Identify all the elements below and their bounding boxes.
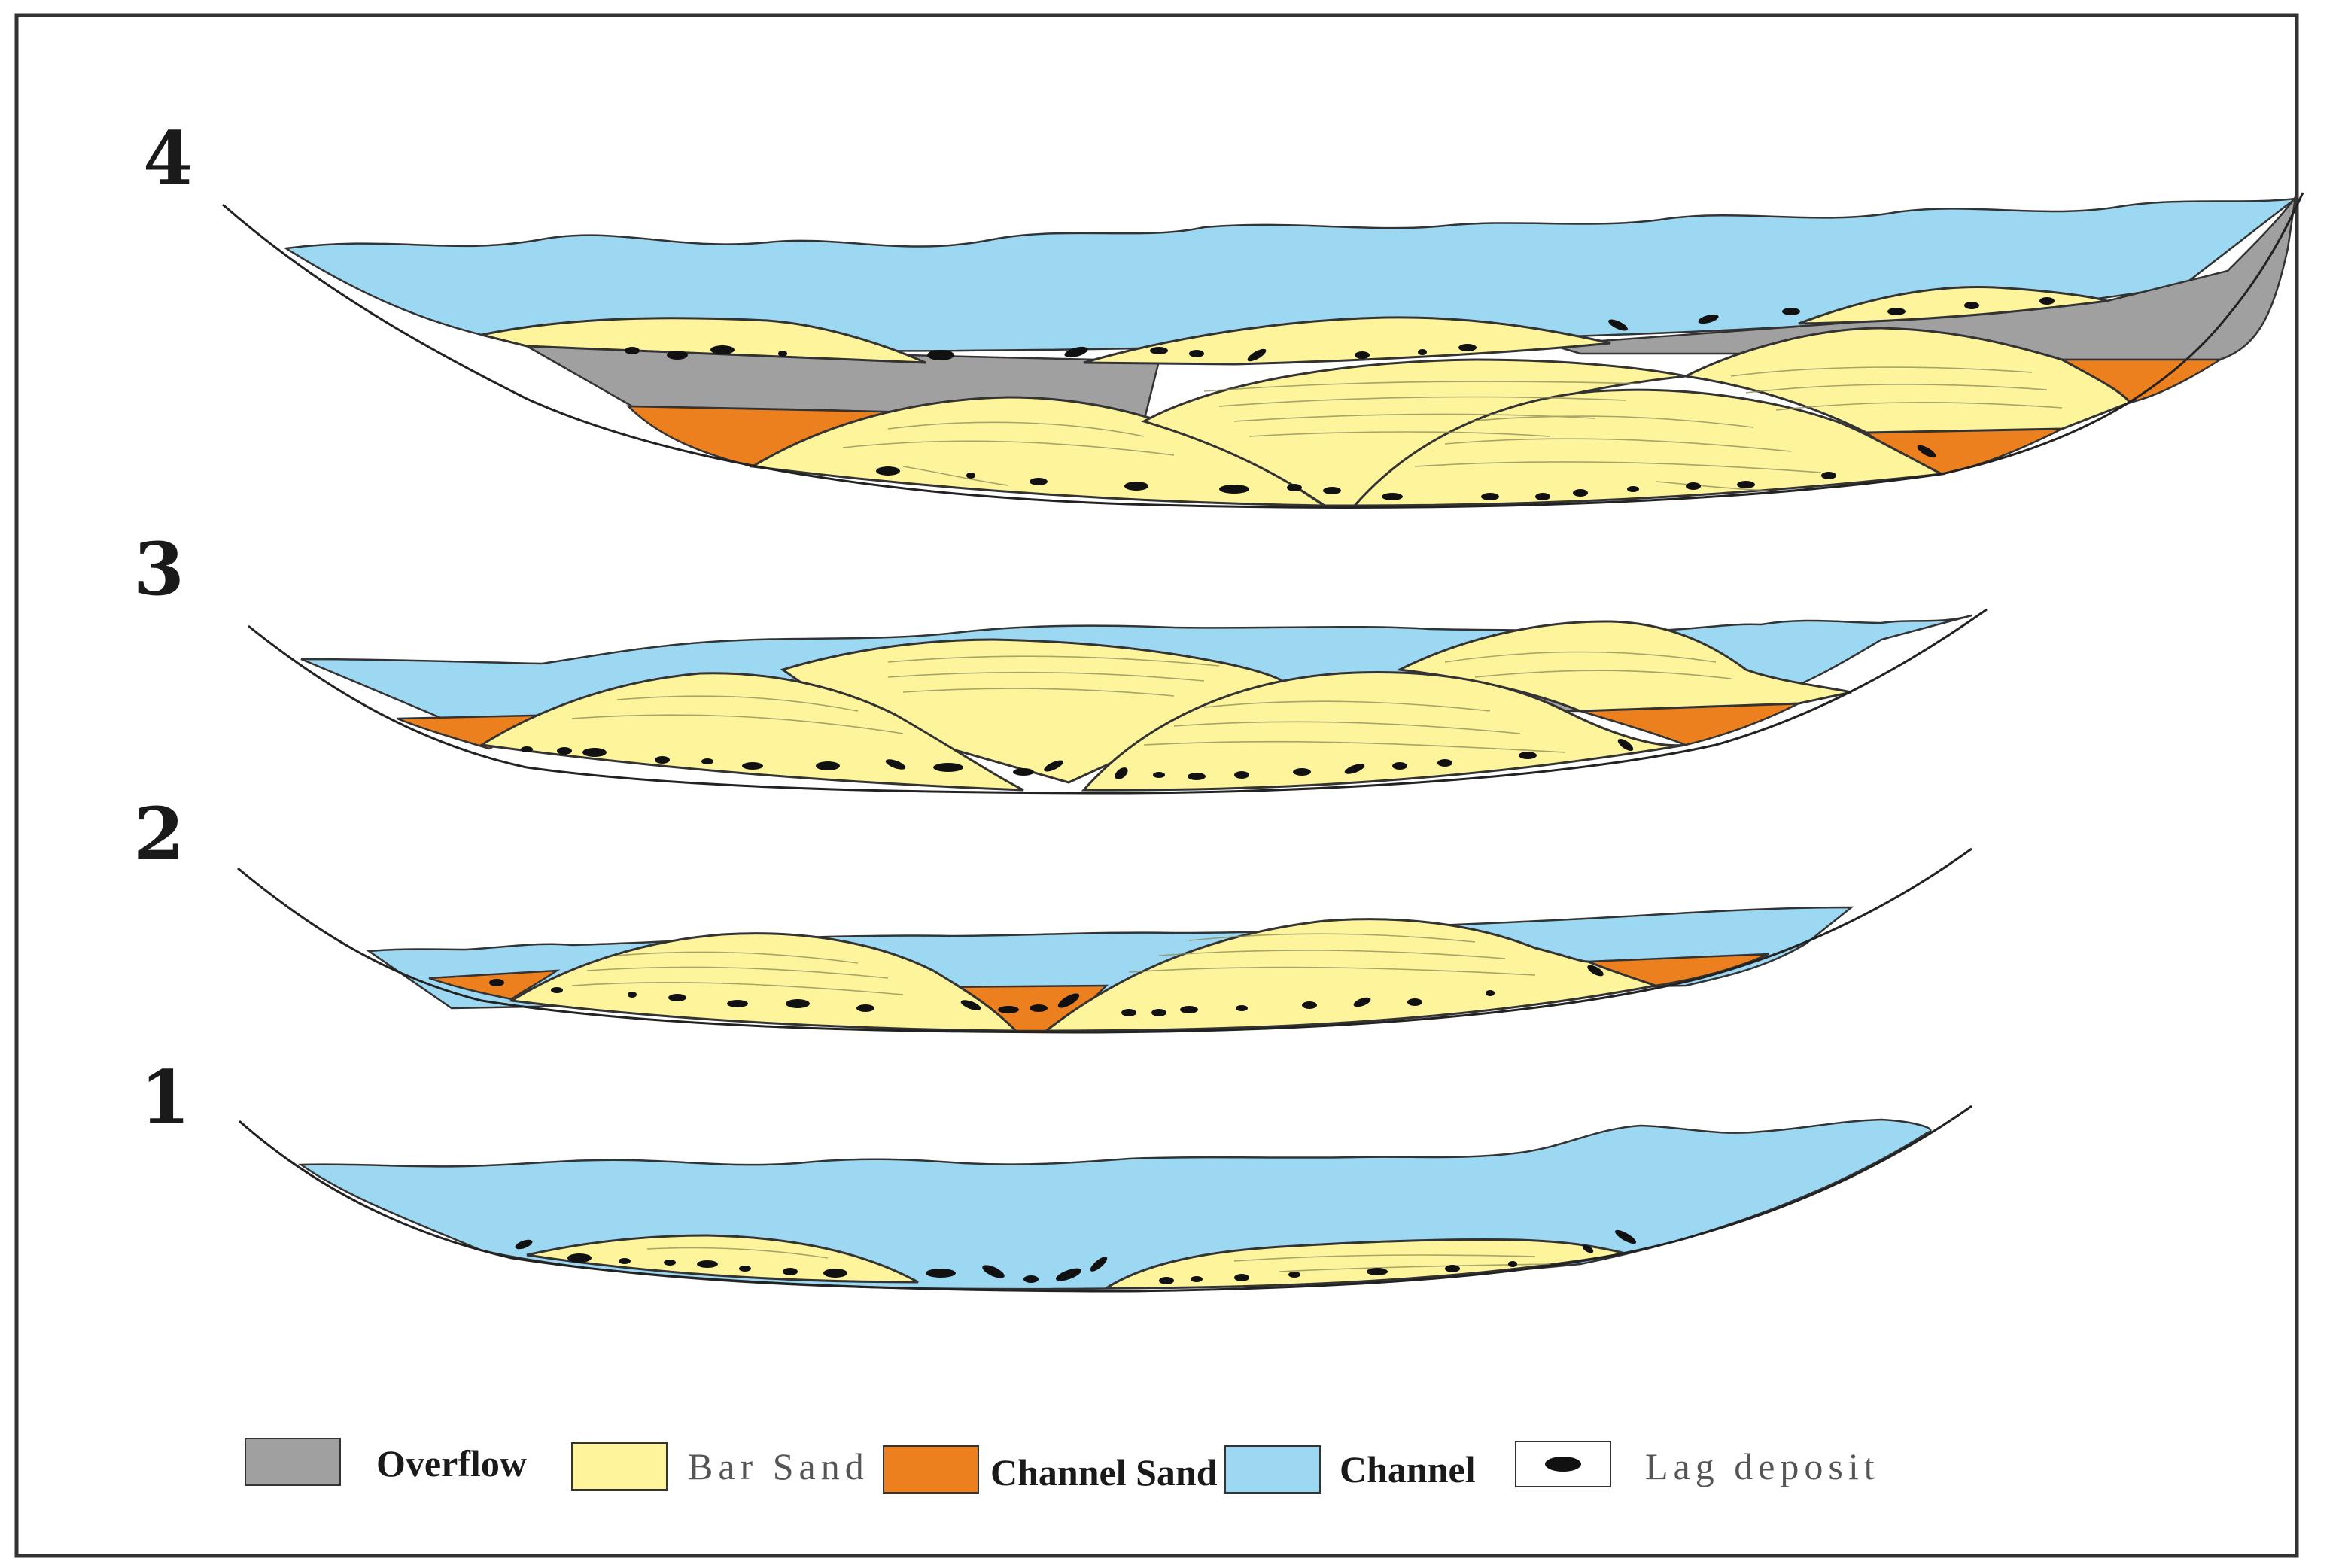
stage-3-lag-deposits (521, 738, 1634, 780)
stage-4-laminations (842, 366, 2063, 491)
stage-3-laminations (571, 651, 1732, 753)
stage-number-2: 2 (134, 792, 184, 877)
stage-4-upper-bar-left (481, 317, 926, 364)
stage-3-channel-sand-right (1580, 702, 1799, 746)
stage-4-lag-deposits (625, 297, 2055, 500)
legend-label-overflow: Overflow (376, 1442, 527, 1484)
stage-1-section (239, 1105, 1972, 1293)
stage-2-bar-left (508, 932, 1019, 1032)
legend-swatch-channel-sand (883, 1445, 979, 1494)
legend-lag-pebble-icon (1545, 1457, 1581, 1472)
stage-4-upper-bar-right (1798, 286, 2108, 325)
stage-2-laminations (571, 933, 1536, 995)
stage-4-overflow-right (1550, 196, 2297, 361)
stage-number-1: 1 (140, 1055, 190, 1140)
legend-label-channel-sand: Channel Sand (990, 1451, 1218, 1494)
legend-swatch-overflow (245, 1438, 341, 1486)
stage-3-section (248, 608, 1988, 795)
stage-1-lag-deposits (515, 1229, 1637, 1284)
stage-2-bar-right (1042, 918, 1660, 1032)
stage-3-bar-right (1081, 670, 1687, 792)
stage-3-bar-top-right (1395, 620, 1852, 713)
stage-2-lag-deposits (489, 965, 1604, 1016)
stage-number-4: 4 (143, 116, 193, 201)
legend-swatch-bar-sand (571, 1442, 668, 1491)
stage-4-section (222, 192, 2304, 509)
stage-number-3: 3 (134, 527, 184, 612)
stage-1-bar-left (526, 1234, 919, 1284)
stage-4-upper-bar-mid (1083, 316, 1611, 366)
stage-4-bar-right-upper (1682, 327, 2132, 434)
legend-label-channel: Channel (1340, 1448, 1476, 1491)
legend-label-bar-sand: Bar Sand (688, 1445, 869, 1487)
legend-label-lag-deposit: Lag deposit (1645, 1445, 1880, 1487)
stage-2-section (237, 847, 1972, 1034)
legend: Overflow Bar Sand Channel Sand Channel L… (245, 1438, 1880, 1494)
legend-swatch-channel (1224, 1445, 1321, 1494)
